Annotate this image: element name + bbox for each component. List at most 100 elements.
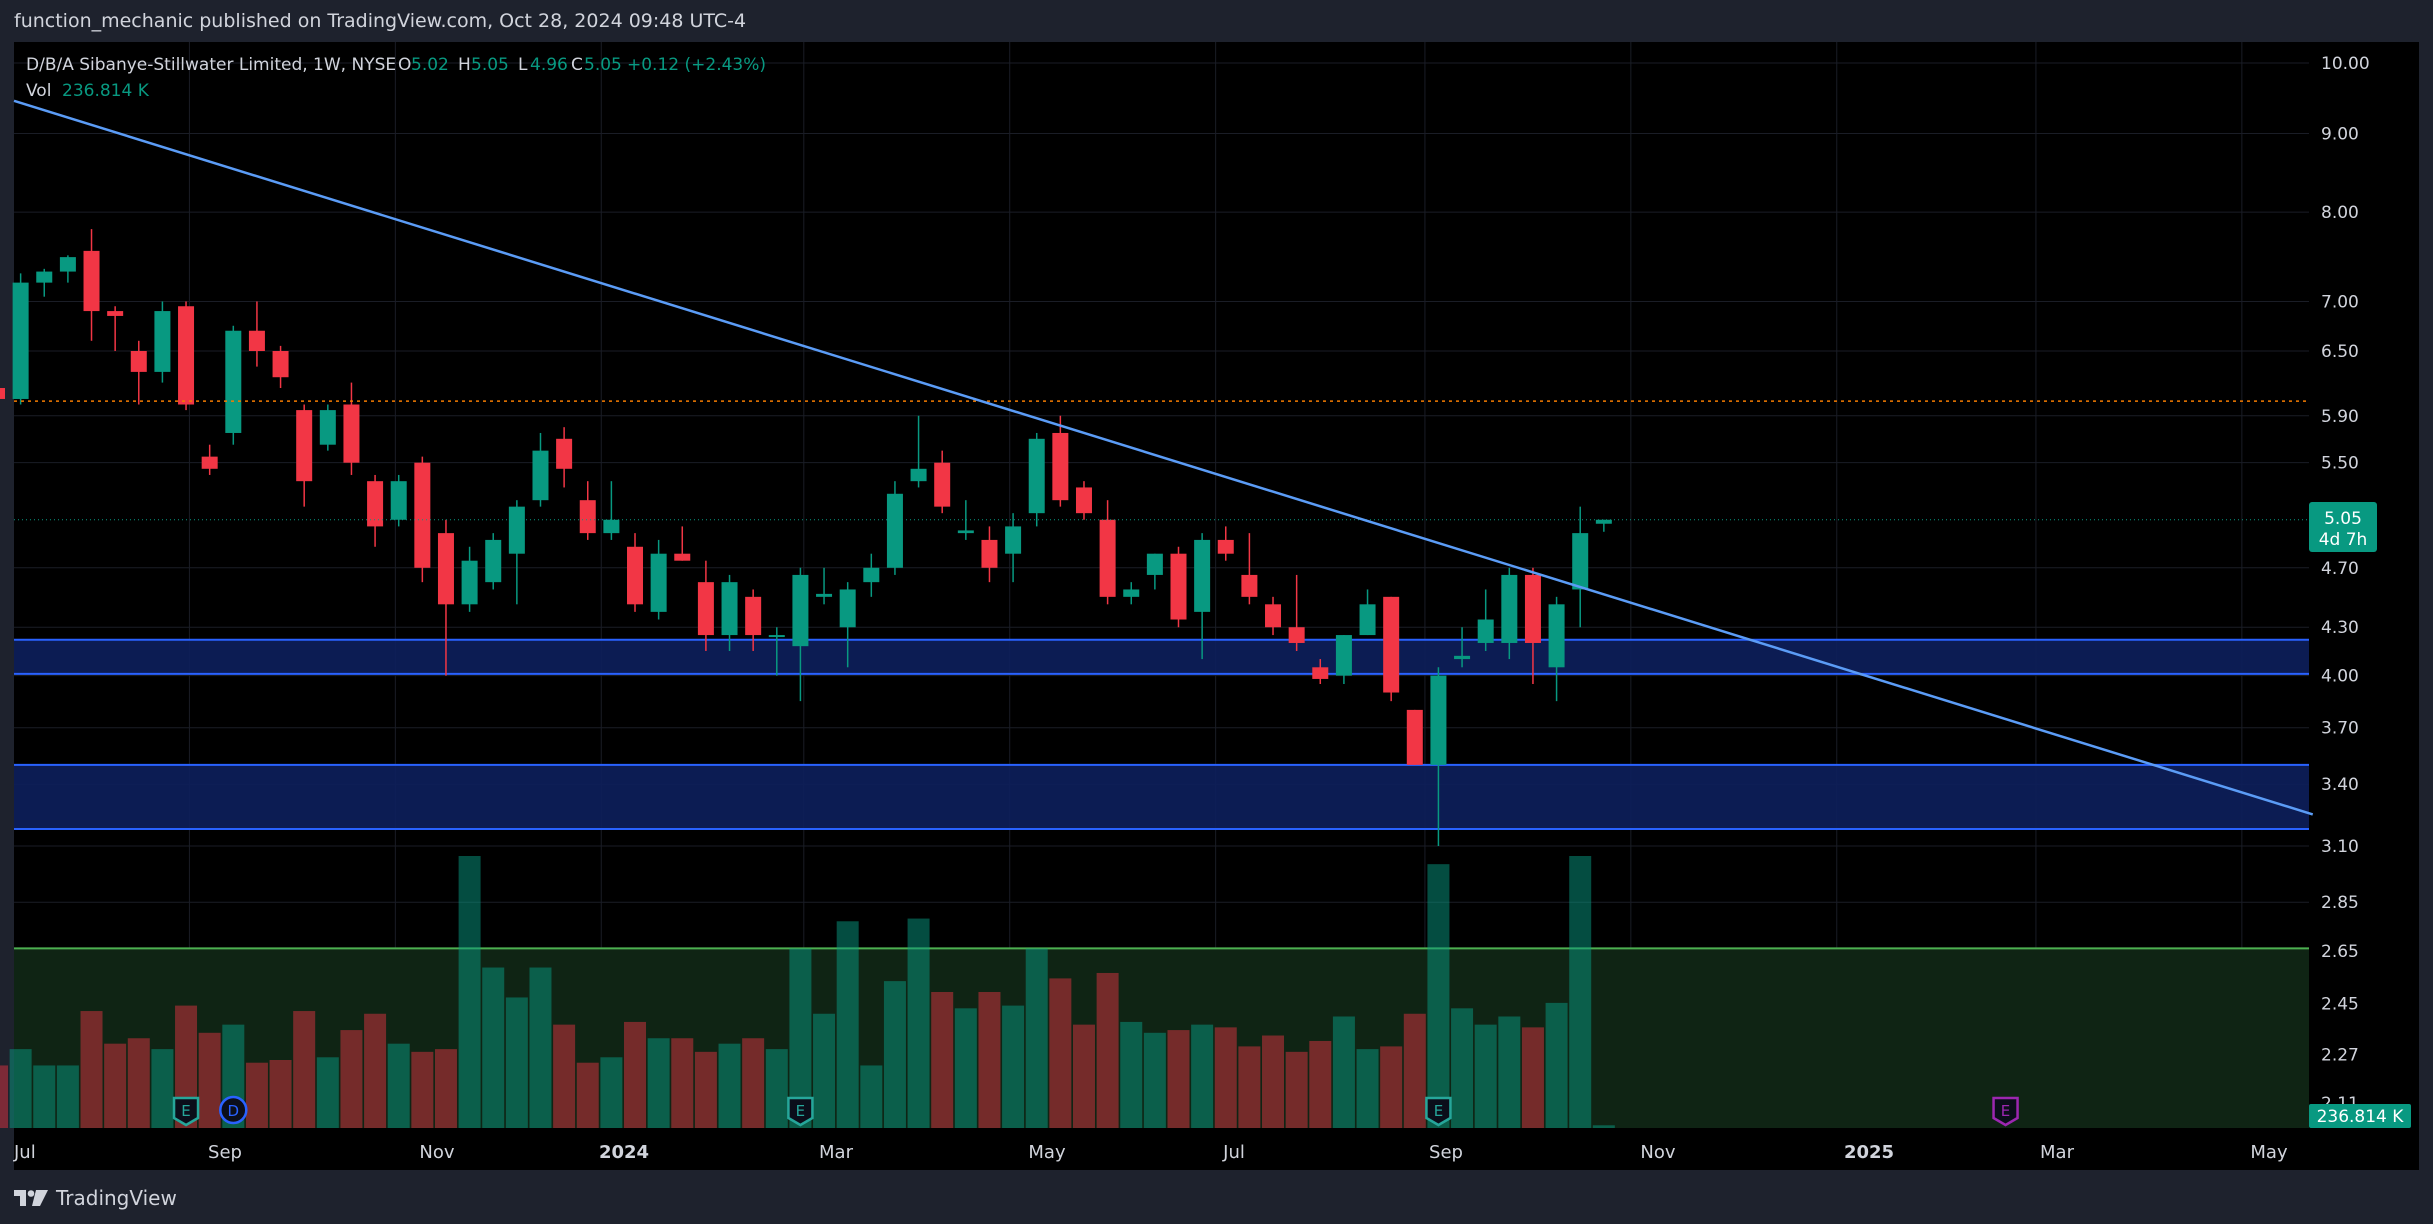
candle	[107, 306, 124, 352]
footer-bar	[0, 1170, 2433, 1224]
candle	[296, 404, 313, 507]
last-price-label: 5.05 4d 7h	[2309, 502, 2377, 552]
candle	[1028, 432, 1045, 527]
volume-bar	[245, 1062, 268, 1128]
candle	[154, 301, 171, 383]
tradingview-logo[interactable]: TradingView	[14, 1186, 177, 1210]
candle-body	[1548, 604, 1565, 668]
candle	[1477, 589, 1494, 651]
price-tick-label: 3.10	[2321, 837, 2359, 857]
candle-body	[437, 533, 454, 605]
volume-bar	[931, 992, 954, 1128]
candle-body	[1099, 519, 1116, 597]
candle	[83, 229, 100, 341]
candle-body	[461, 560, 478, 605]
volume-bar	[789, 948, 812, 1128]
candle-body	[59, 257, 76, 272]
candle	[178, 301, 195, 411]
legend-vol-value: 236.814 K	[62, 81, 150, 101]
volume-bar	[1238, 1046, 1261, 1128]
volume-bar	[1214, 1027, 1237, 1128]
candle-body	[1217, 539, 1234, 554]
candle	[603, 481, 620, 540]
volume-bar	[694, 1051, 717, 1128]
legend-c-label: C	[571, 55, 583, 75]
candle-body	[556, 438, 573, 469]
candle-body	[1288, 627, 1305, 643]
candle-body	[36, 271, 53, 283]
price-tick-label: 6.50	[2321, 342, 2359, 362]
legend-o-label: O	[398, 55, 411, 75]
volume-bar	[293, 1011, 316, 1128]
candle	[792, 567, 809, 702]
volume-bar	[1451, 1008, 1474, 1128]
time-tick-label: 2024	[599, 1142, 649, 1163]
candle-body	[792, 574, 809, 647]
candle	[1170, 546, 1187, 628]
candle	[934, 450, 951, 514]
candle-body	[1335, 635, 1352, 676]
candle-body	[1359, 604, 1376, 636]
volume-bar	[1427, 864, 1450, 1128]
candle	[627, 533, 644, 612]
volume-bar	[505, 997, 528, 1128]
candle	[1383, 596, 1400, 702]
candle	[1572, 506, 1589, 628]
legend-l-label: L	[518, 55, 528, 75]
candle-body	[1028, 438, 1045, 514]
price-axis[interactable]: 10.00 9.00 8.00 7.00 6.50 5.90 5.50 4.70 4.30 4.0…	[2321, 54, 2370, 1114]
candle-body	[367, 481, 384, 527]
volume-bar	[1285, 1051, 1308, 1128]
candle-body	[201, 456, 218, 469]
time-tick-label: May	[2250, 1142, 2288, 1163]
volume-bar	[1545, 1002, 1568, 1128]
volume-bar	[978, 992, 1001, 1128]
time-axis[interactable]: Jul Sep Nov 2024 Mar May Jul Sep Nov 2025 Mar May	[13, 1142, 2288, 1163]
candle-body	[296, 410, 313, 482]
candle-body	[1075, 487, 1092, 514]
candle	[0, 388, 5, 399]
price-tick-label: 4.70	[2321, 559, 2359, 579]
candle-body	[130, 351, 147, 372]
candle	[461, 546, 478, 612]
volume-bar	[576, 1062, 599, 1128]
volume-bar	[9, 1049, 32, 1128]
candle-body	[981, 539, 998, 568]
candles	[0, 229, 1612, 846]
candle	[201, 444, 218, 475]
candle-body	[1572, 533, 1589, 590]
candle-body	[343, 404, 360, 463]
volume-axis-label: 236.814 K	[2309, 1104, 2411, 1128]
candle	[721, 574, 738, 651]
time-tick-label: May	[1028, 1142, 1066, 1163]
volume-bar	[529, 967, 552, 1128]
volume-bar	[1592, 1125, 1615, 1128]
candle-body	[1170, 553, 1187, 620]
price-tick-label: 8.00	[2321, 203, 2359, 223]
candle-body	[1265, 604, 1282, 628]
volume-bar	[954, 1008, 977, 1128]
candle-body	[1430, 675, 1447, 765]
volume-bars	[0, 856, 1615, 1128]
volume-bar	[1309, 1040, 1332, 1128]
legend-c-value: 5.05	[584, 55, 622, 75]
time-tick-label: Sep	[208, 1142, 242, 1163]
volume-bar	[458, 856, 481, 1128]
earnings-badge-icon	[1992, 1096, 2019, 1127]
candle-body	[1194, 539, 1211, 612]
candle-body	[1595, 519, 1612, 524]
candle	[272, 345, 289, 389]
candle-body	[1241, 574, 1258, 597]
candle-body	[1005, 526, 1022, 554]
volume-bar	[1356, 1049, 1379, 1128]
volume-bar	[198, 1032, 221, 1128]
candle	[1406, 709, 1423, 765]
legend-symbol[interactable]: D/B/A Sibanye-Stillwater Limited, 1W, NY…	[26, 55, 396, 75]
candle	[319, 404, 336, 451]
price-tick-label: 5.50	[2321, 454, 2359, 474]
price-tick-label: 7.00	[2321, 292, 2359, 312]
time-tick-label: 2025	[1844, 1142, 1894, 1163]
candle	[1501, 567, 1518, 660]
